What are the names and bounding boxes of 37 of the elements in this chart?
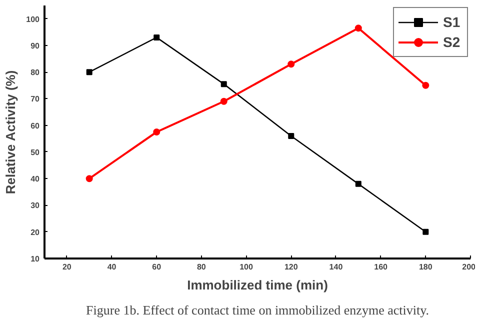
caption: Figure 1b. Effect of contact time on immobilized enzyme activity. [86,302,429,318]
y-tick-label: 30 [30,201,40,210]
x-tick-label: 80 [197,262,206,272]
x-axis-title: Immobilized time (min) [187,278,328,292]
point [86,175,93,182]
x-tick-label: 100 [240,262,254,272]
y-tick-label: 50 [30,148,40,157]
y-tick-label: 60 [30,121,40,130]
x-tick-label: 60 [152,262,162,272]
y-axis-title: Relative Activity (%) [3,70,18,194]
y-tick-label: 10 [30,254,40,264]
y-tick-label: 40 [30,174,40,184]
x-tick-label: 20 [62,262,72,272]
x-tick-label: 160 [374,262,388,272]
point [220,98,228,105]
y-tick-label: 70 [30,94,40,104]
point [288,132,294,139]
point [355,180,362,187]
point [288,60,295,68]
x-tick-label: 140 [329,262,344,272]
point [153,128,160,136]
x-tick-label: 200 [462,262,476,272]
x-tick-label: 40 [107,262,117,272]
point [354,24,362,32]
y-tick-label: 20 [30,228,40,237]
y-tick-label: 100 [26,14,40,24]
point [422,228,429,235]
legend-label: S2 [443,34,462,50]
point [422,82,430,89]
point [154,34,160,40]
x-tick-label: 180 [418,262,433,272]
x-tick-label: 120 [284,262,298,272]
point [86,69,92,76]
legend-label: S1 [443,14,462,30]
point [220,81,227,88]
y-tick-label: 80 [30,68,40,78]
y-tick-label: 90 [30,41,40,50]
